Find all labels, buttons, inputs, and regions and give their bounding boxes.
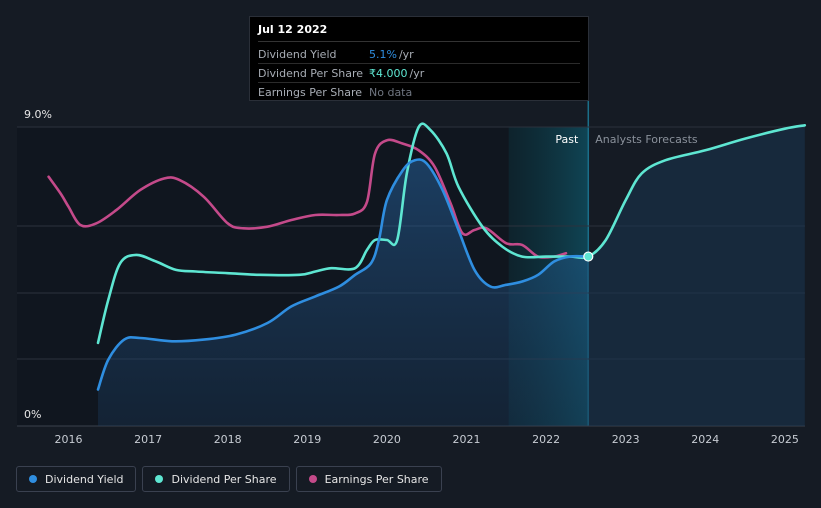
y-tick-label: 9.0% (24, 108, 52, 121)
legend-dot-icon (29, 475, 37, 483)
forecast-area (588, 125, 805, 427)
tooltip-row-dividend-per-share: Dividend Per Share ₹4.000 /yr (258, 64, 580, 83)
legend-item-earnings-per-share[interactable]: Earnings Per Share (295, 466, 442, 492)
x-tick-label: 2021 (453, 433, 481, 446)
x-tick-label: 2022 (532, 433, 560, 446)
tooltip-row-dividend-yield: Dividend Yield 5.1% /yr (258, 45, 580, 64)
dividend-yield-line (96, 158, 590, 391)
legend-label: Dividend Yield (45, 472, 124, 486)
tooltip-value: No data (369, 85, 413, 99)
forecast-label: Analysts Forecasts (595, 133, 698, 146)
legend-label: Dividend Per Share (171, 472, 277, 486)
tooltip-unit: /yr (409, 66, 425, 80)
legend-label: Earnings Per Share (324, 472, 429, 486)
tooltip-value: ₹4.000 (369, 66, 408, 80)
earnings-per-share-line (47, 138, 568, 259)
x-tick-label: 2023 (612, 433, 640, 446)
dividend-yield-area (98, 159, 589, 426)
tooltip-label: Dividend Per Share (258, 66, 364, 80)
x-tick-label: 2018 (214, 433, 242, 446)
tooltip-date: Jul 12 2022 (258, 23, 580, 42)
legend-dot-icon (308, 475, 317, 483)
tooltip: Jul 12 2022 Dividend Yield 5.1% /yr Divi… (249, 16, 589, 101)
x-tick-label: 2024 (691, 433, 719, 446)
y-tick-label: 0% (24, 408, 41, 421)
tooltip-label: Earnings Per Share (258, 85, 363, 99)
legend: Dividend Yield Dividend Per Share Earnin… (16, 466, 442, 492)
tooltip-unit: /yr (398, 47, 414, 61)
legend-item-dividend-per-share[interactable]: Dividend Per Share (142, 466, 290, 492)
x-tick-label: 2016 (55, 433, 83, 446)
x-tick-label: 2025 (771, 433, 799, 446)
x-tick-label: 2019 (293, 433, 321, 446)
legend-item-dividend-yield[interactable]: Dividend Yield (16, 466, 137, 492)
legend-dot-icon (155, 475, 164, 483)
tooltip-row-earnings-per-share: Earnings Per Share No data (258, 83, 580, 101)
x-tick-label: 2020 (373, 433, 401, 446)
past-label: Past (555, 133, 579, 146)
tooltip-label: Dividend Yield (258, 47, 337, 61)
dividend-per-share-line (96, 122, 807, 345)
x-tick-label: 2017 (134, 433, 162, 446)
tooltip-value: 5.1% (369, 47, 397, 61)
highlight-marker (583, 251, 594, 262)
